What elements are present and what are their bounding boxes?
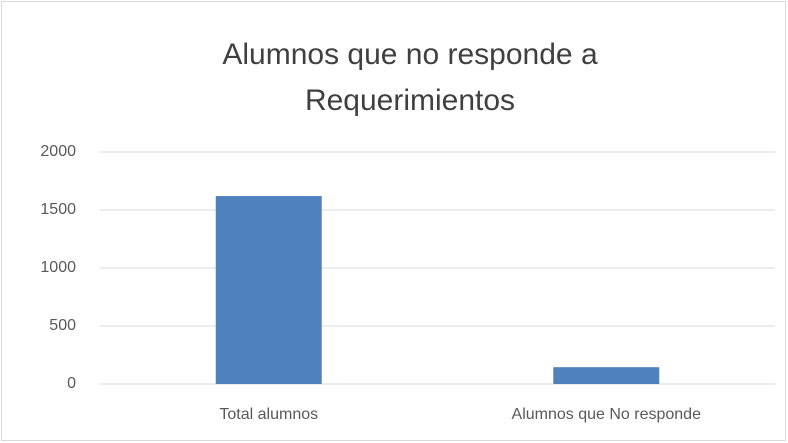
bar — [553, 367, 660, 384]
y-tick-label: 500 — [49, 317, 76, 334]
x-tick-label: Alumnos que No responde — [512, 406, 702, 423]
y-tick-label: 1000 — [40, 259, 76, 276]
chart-title: Alumnos que no responde a Requerimientos — [222, 38, 598, 117]
x-tick-label: Total alumnos — [219, 406, 318, 423]
bar — [215, 196, 322, 384]
y-tick-label: 1500 — [40, 201, 76, 218]
y-tick-label: 0 — [67, 375, 76, 392]
y-tick-label: 2000 — [40, 143, 76, 160]
